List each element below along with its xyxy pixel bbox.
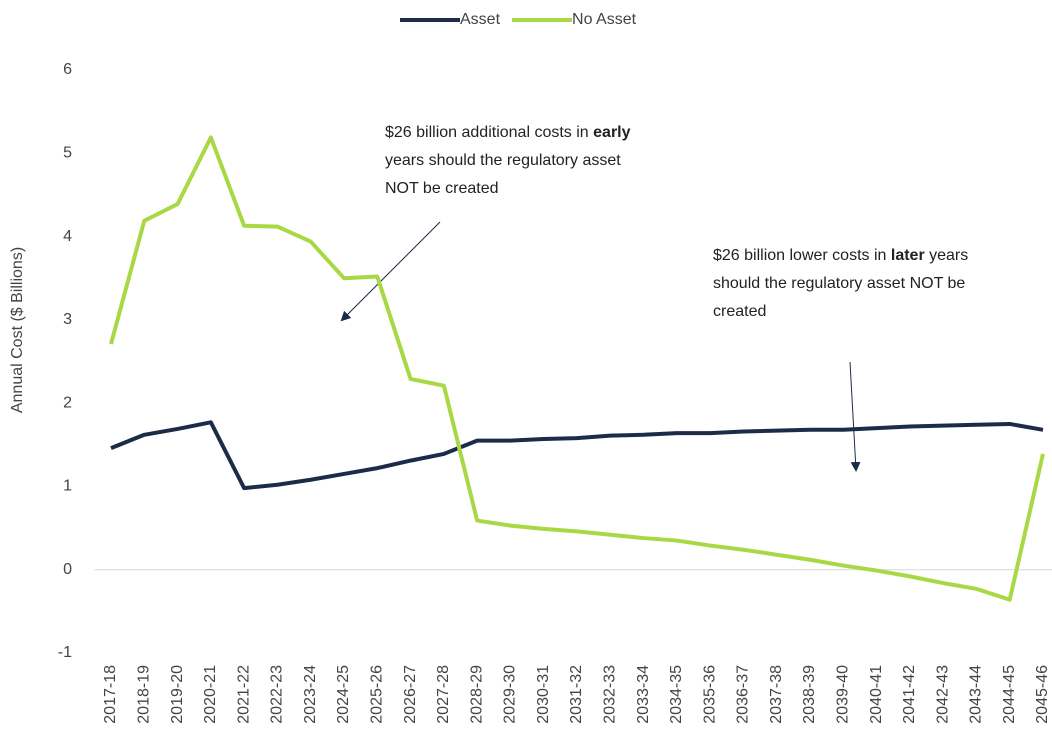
x-tick-label: 2021-22: [235, 665, 252, 724]
legend-label: Asset: [460, 11, 501, 28]
annotation-run: should the regulatory asset NOT be: [713, 275, 965, 292]
x-tick-label: 2035-36: [701, 665, 718, 724]
annotation: NOT be created: [385, 180, 499, 197]
x-tick-label: 2041-42: [901, 665, 918, 724]
y-tick-label: 0: [63, 561, 72, 578]
annotation-run: $26 billion additional costs in: [385, 124, 593, 141]
y-tick-label: 3: [63, 311, 72, 328]
y-tick-label: -1: [58, 644, 72, 661]
x-tick-label: 2020-21: [202, 665, 219, 724]
annotation-run: later: [891, 247, 925, 264]
y-tick-label: 4: [63, 228, 72, 245]
annotation: created: [713, 303, 766, 320]
x-tick-label: 2029-30: [502, 665, 519, 724]
legend-label: No Asset: [572, 11, 637, 28]
x-tick-label: 2025-26: [369, 665, 386, 724]
annotation-run: years should the regulatory asset: [385, 152, 621, 169]
y-tick-label: 5: [63, 145, 72, 162]
series-line: [109, 135, 1045, 602]
annotation-run: early: [593, 124, 630, 141]
x-tick-label: 2042-43: [934, 665, 951, 724]
x-tick-label: 2031-32: [568, 665, 585, 724]
x-tick-label: 2022-23: [269, 665, 286, 724]
x-tick-label: 2019-20: [169, 665, 186, 724]
x-tick-label: 2037-38: [768, 665, 785, 724]
y-axis-label: Annual Cost ($ Billions): [9, 247, 26, 413]
x-tick-label: 2023-24: [302, 665, 319, 724]
y-tick-label: 1: [63, 478, 72, 495]
annotation: years should the regulatory asset: [385, 152, 621, 169]
y-tick-label: 6: [63, 61, 72, 78]
annotation: should the regulatory asset NOT be: [713, 275, 965, 292]
x-tick-label: 2044-45: [1001, 665, 1018, 724]
x-tick-label: 2030-31: [535, 665, 552, 724]
x-tick-label: 2018-19: [136, 665, 153, 724]
x-tick-label: 2038-39: [801, 665, 818, 724]
x-tick-label: 2039-40: [835, 665, 852, 724]
x-tick-label: 2027-28: [435, 665, 452, 724]
annotation: $26 billion lower costs in later years: [713, 247, 968, 264]
x-tick-label: 2024-25: [335, 665, 352, 724]
x-tick-label: 2045-46: [1034, 665, 1051, 724]
arrow: [340, 221, 441, 322]
annotation-run: years: [925, 247, 969, 264]
x-tick-label: 2033-34: [635, 665, 652, 724]
annotation-run: created: [713, 303, 766, 320]
annotation-run: $26 billion lower costs in: [713, 247, 891, 264]
annotation: $26 billion additional costs in early: [385, 124, 631, 141]
arrow: [849, 361, 861, 472]
x-tick-label: 2034-35: [668, 665, 685, 724]
y-tick-label: 2: [63, 394, 72, 411]
series-line: [110, 420, 1044, 491]
x-tick-label: 2036-37: [735, 665, 752, 724]
x-tick-label: 2017-18: [102, 665, 119, 724]
x-tick-label: 2040-41: [868, 665, 885, 724]
x-tick-label: 2043-44: [968, 665, 985, 724]
annotation-run: NOT be created: [385, 180, 499, 197]
x-tick-label: 2032-33: [602, 665, 619, 724]
x-tick-label: 2026-27: [402, 665, 419, 724]
x-tick-label: 2028-29: [468, 665, 485, 724]
